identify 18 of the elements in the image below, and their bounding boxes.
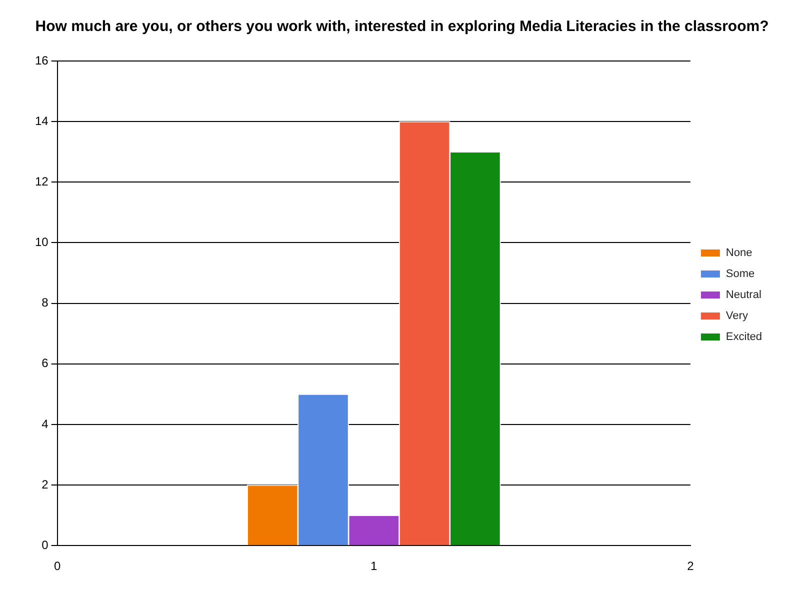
y-tick-label: 6: [42, 356, 49, 370]
y-tick-label: 16: [34, 53, 49, 68]
x-tick-label: 0: [54, 559, 62, 574]
y-tick-label: 14: [34, 114, 49, 128]
x-tick-label: 1: [370, 559, 378, 574]
y-tick-label: 4: [42, 416, 49, 431]
y-tick-label: 0: [42, 538, 49, 552]
y-tick-label: 2: [42, 477, 49, 492]
legend-label: None: [726, 247, 752, 260]
legend-label: Very: [726, 310, 748, 322]
legend-label: Neutral: [726, 289, 762, 302]
y-tick-label: 12: [34, 174, 49, 188]
legend-label: Some: [726, 268, 755, 280]
chart-title: How much are you, or others you work with, interested in exploring Media Literacies in the classroom?: [35, 18, 769, 36]
legend-label: Excited: [726, 331, 762, 344]
y-tick-label: 8: [42, 296, 49, 310]
y-tick-label: 10: [34, 235, 49, 250]
x-tick-label: 2: [687, 559, 694, 574]
